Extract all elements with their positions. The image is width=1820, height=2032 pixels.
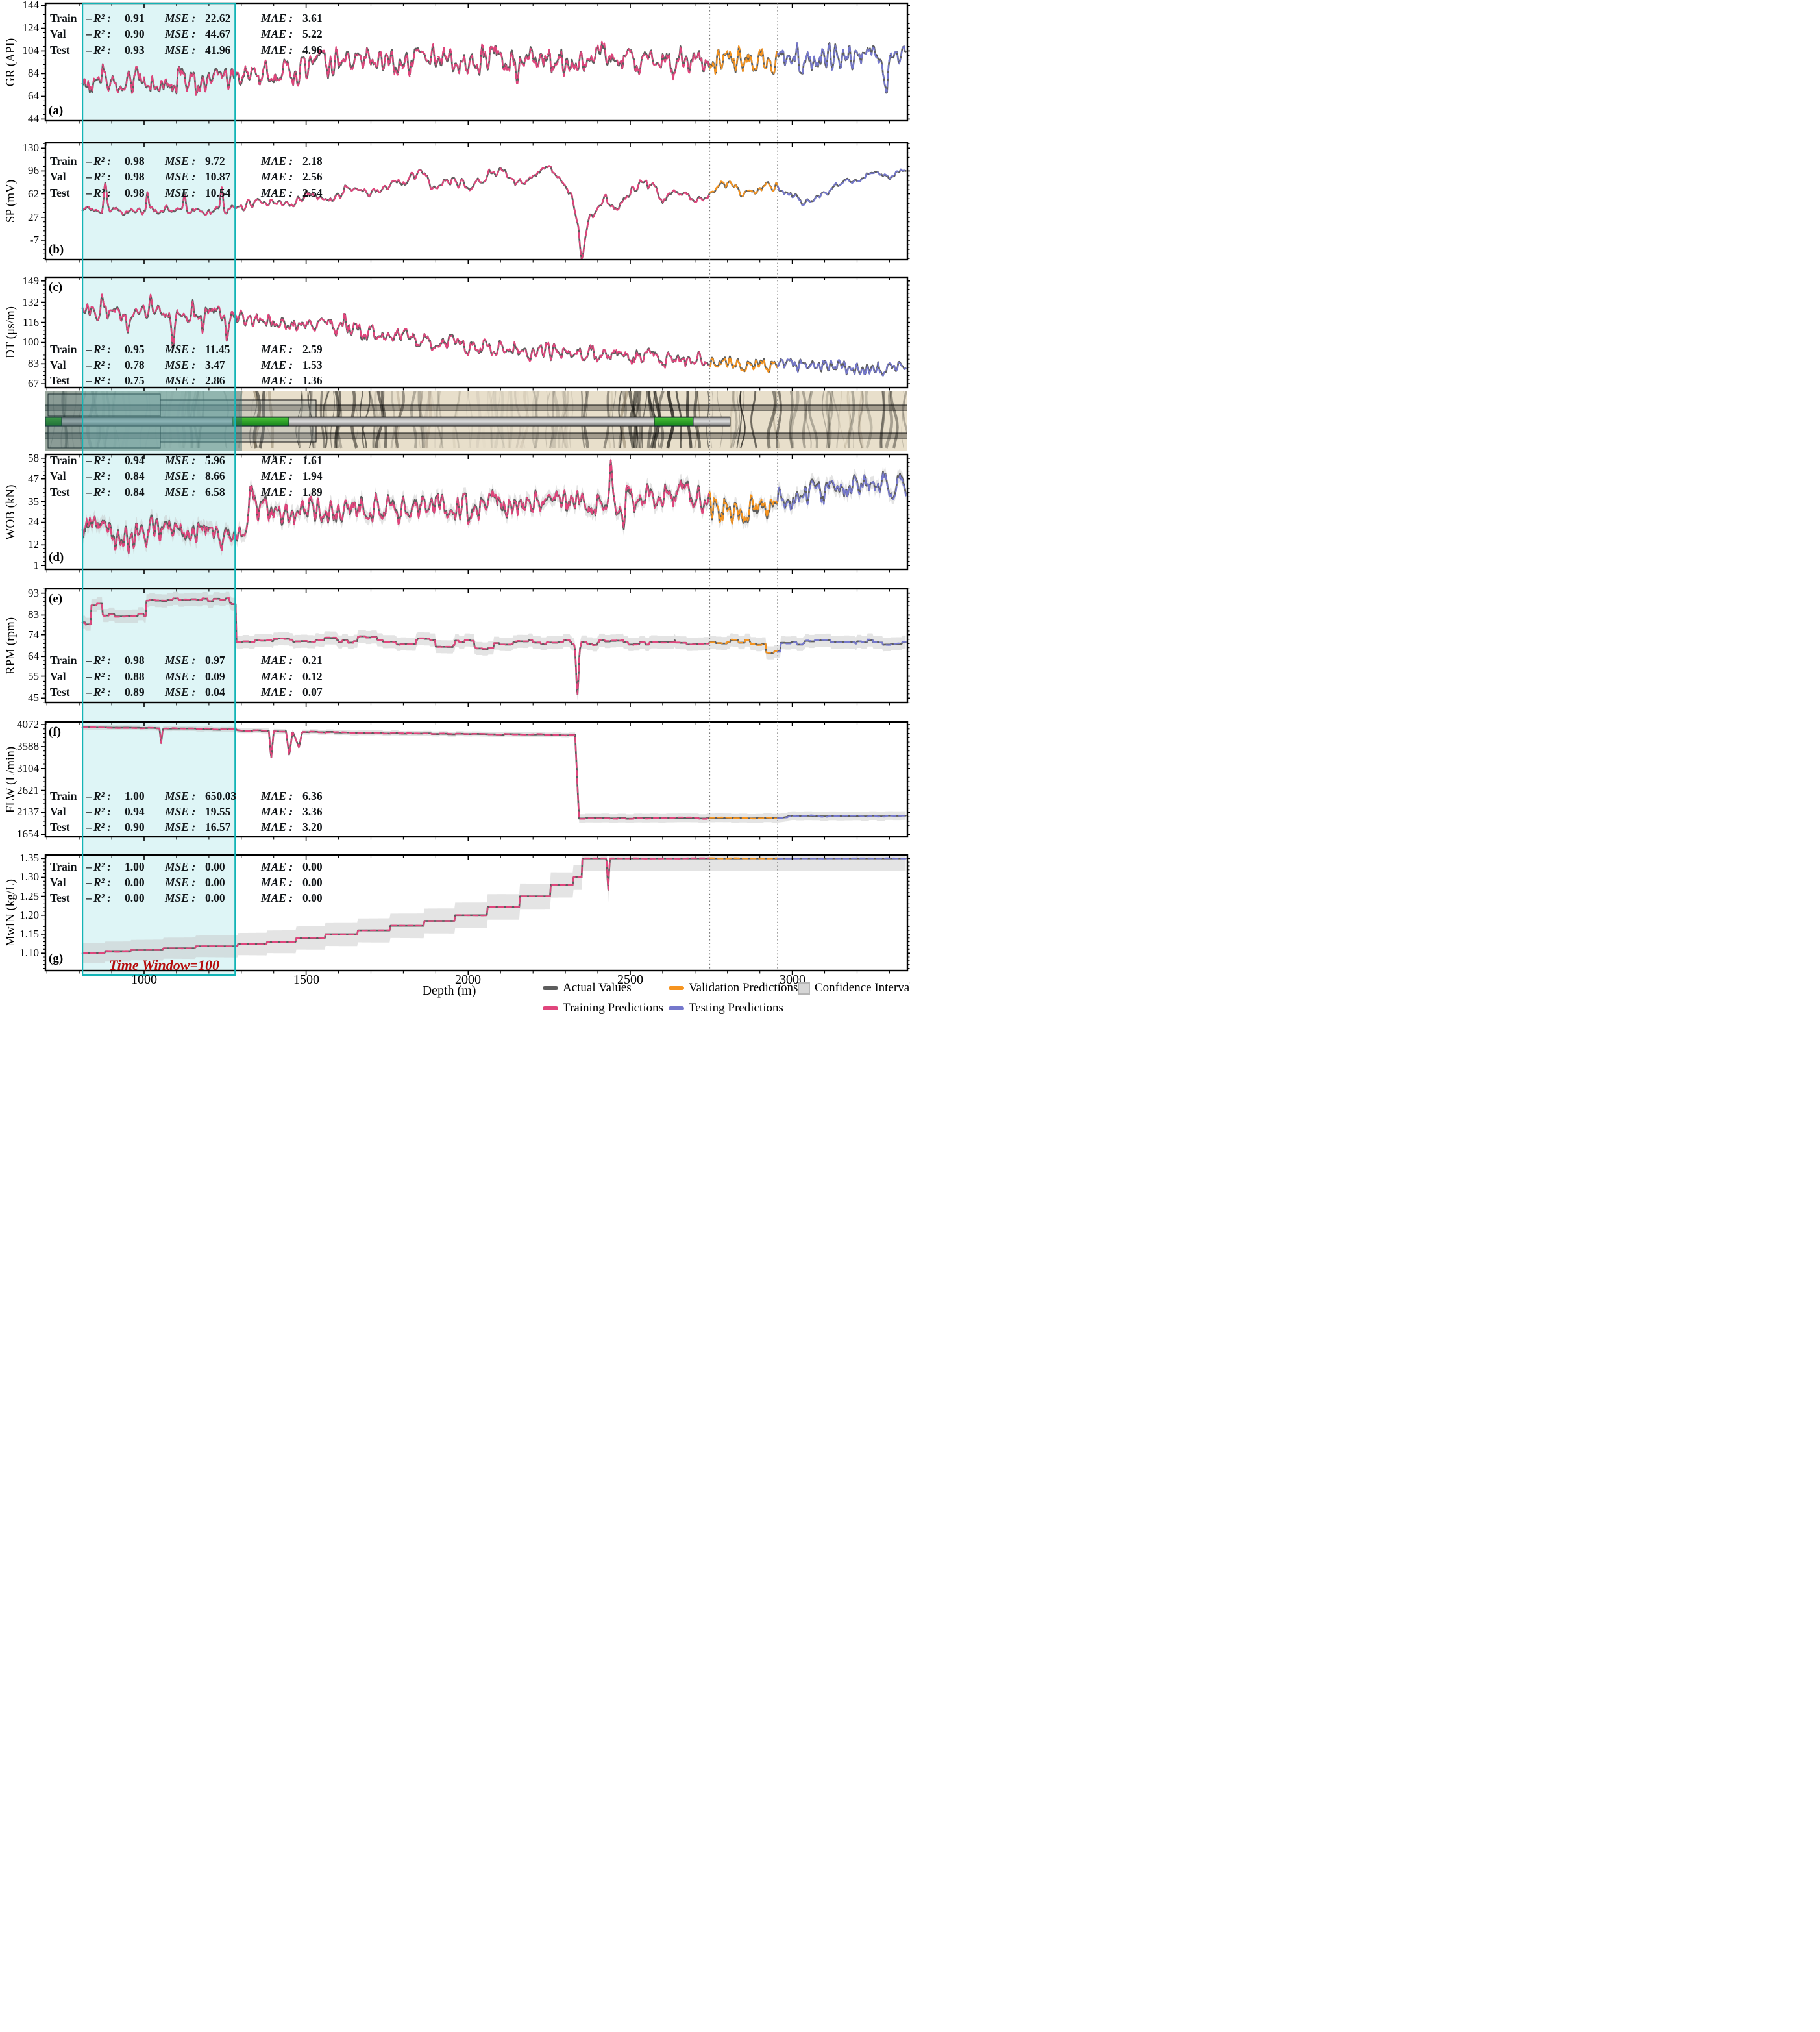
time-window-fill [82, 3, 236, 975]
validation-line [709, 816, 779, 820]
panel-spine [44, 142, 909, 261]
major-ticks [41, 722, 910, 841]
panel-a-series [81, 40, 907, 96]
training-line [81, 597, 711, 695]
testing-line [776, 168, 907, 206]
panel-spine [44, 721, 909, 838]
panel-g-series [81, 855, 907, 963]
confidence-band [82, 855, 906, 963]
validation-line [709, 491, 779, 525]
major-ticks [41, 589, 910, 707]
testing-line [776, 814, 907, 819]
panel-c-series [81, 293, 907, 377]
panel-d-series [81, 454, 907, 560]
training-line [81, 293, 711, 369]
casing-green-segment [45, 417, 62, 427]
minor-ticks [43, 3, 910, 124]
training-line [81, 857, 711, 954]
casing-green-segment [654, 417, 694, 427]
minor-ticks [43, 143, 910, 263]
chart-canvas [41, 2, 910, 976]
major-ticks [41, 454, 910, 574]
testing-line [776, 857, 907, 860]
minor-ticks [43, 855, 910, 974]
validation-line [709, 180, 779, 197]
testing-line [776, 42, 907, 93]
panel-spine [44, 453, 909, 571]
validation-line [709, 356, 779, 373]
training-line [81, 165, 711, 260]
seismic-strip [45, 391, 907, 451]
casing-green-segment [232, 417, 289, 427]
validation-line [709, 857, 779, 860]
testing-line [776, 358, 907, 377]
validation-line [709, 45, 779, 75]
panel-spine [44, 588, 909, 704]
well-pipe-segment [288, 417, 655, 427]
training-line [81, 726, 711, 820]
validation-line [709, 638, 779, 654]
major-ticks [41, 277, 910, 392]
minor-ticks [43, 454, 910, 573]
training-line [81, 459, 711, 555]
panel-spine [44, 2, 909, 122]
minor-ticks [43, 722, 910, 840]
training-line [81, 40, 711, 96]
confidence-band [82, 454, 906, 560]
panel-b-series [81, 165, 907, 260]
time-window-border [81, 2, 236, 976]
panel-f-series [81, 725, 907, 823]
panel-e-series [81, 591, 907, 701]
major-ticks [41, 143, 910, 264]
testing-line [776, 471, 907, 512]
panel-spine [44, 276, 909, 389]
minor-ticks [43, 277, 910, 391]
well-pipe-segment [693, 417, 731, 427]
panel-spine [44, 854, 909, 972]
prediction-figure: Time Window=100 Depth (m) 44 64 84 104 124 14… [0, 0, 910, 1016]
minor-ticks [43, 588, 910, 706]
major-ticks [41, 855, 910, 975]
testing-line [776, 638, 907, 653]
major-ticks [41, 3, 910, 125]
